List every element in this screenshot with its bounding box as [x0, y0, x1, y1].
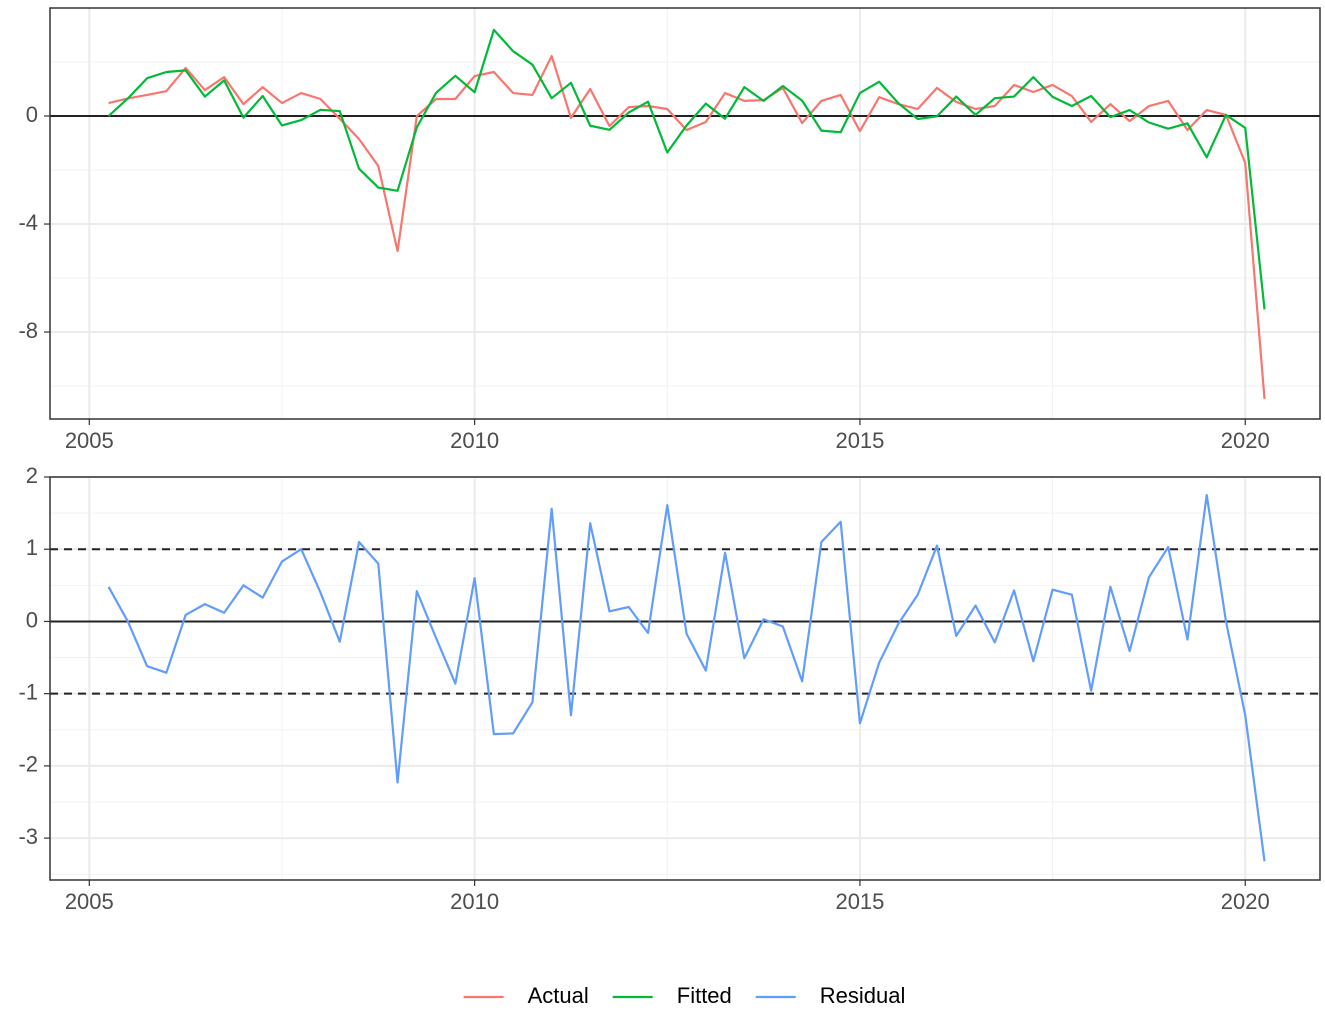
x-tick-label: 2010: [450, 428, 499, 453]
panel-border: [49, 476, 1321, 881]
y-tick-label: -1: [18, 679, 38, 704]
x-tick-label: 2020: [1221, 428, 1270, 453]
x-tick-label: 2015: [835, 889, 884, 914]
legend-label: Fitted: [677, 983, 732, 1008]
legend-label: Residual: [820, 983, 906, 1008]
x-tick-label: 2015: [835, 428, 884, 453]
legend-label: Actual: [528, 983, 589, 1008]
series-line: [107, 28, 1266, 310]
y-tick-label: 0: [26, 607, 38, 632]
x-tick-label: 2005: [65, 889, 114, 914]
y-tick-label: 0: [26, 102, 38, 127]
panel-border: [49, 7, 1321, 420]
x-tick-label: 2005: [65, 428, 114, 453]
x-tick-label: 2010: [450, 889, 499, 914]
y-tick-label: -2: [18, 752, 38, 777]
y-tick-label: 1: [26, 535, 38, 560]
legend: Actual Fitted Residual: [463, 983, 906, 1008]
x-tick-label: 2020: [1221, 889, 1270, 914]
y-tick-label: -8: [18, 318, 38, 343]
y-tick-label: -4: [18, 210, 38, 235]
panel-background: [50, 477, 1320, 880]
series-line: [107, 493, 1266, 862]
y-tick-label: 2: [26, 463, 38, 488]
y-tick-label: -3: [18, 824, 38, 849]
series-line: [108, 54, 1266, 400]
panel-background: [50, 8, 1320, 419]
